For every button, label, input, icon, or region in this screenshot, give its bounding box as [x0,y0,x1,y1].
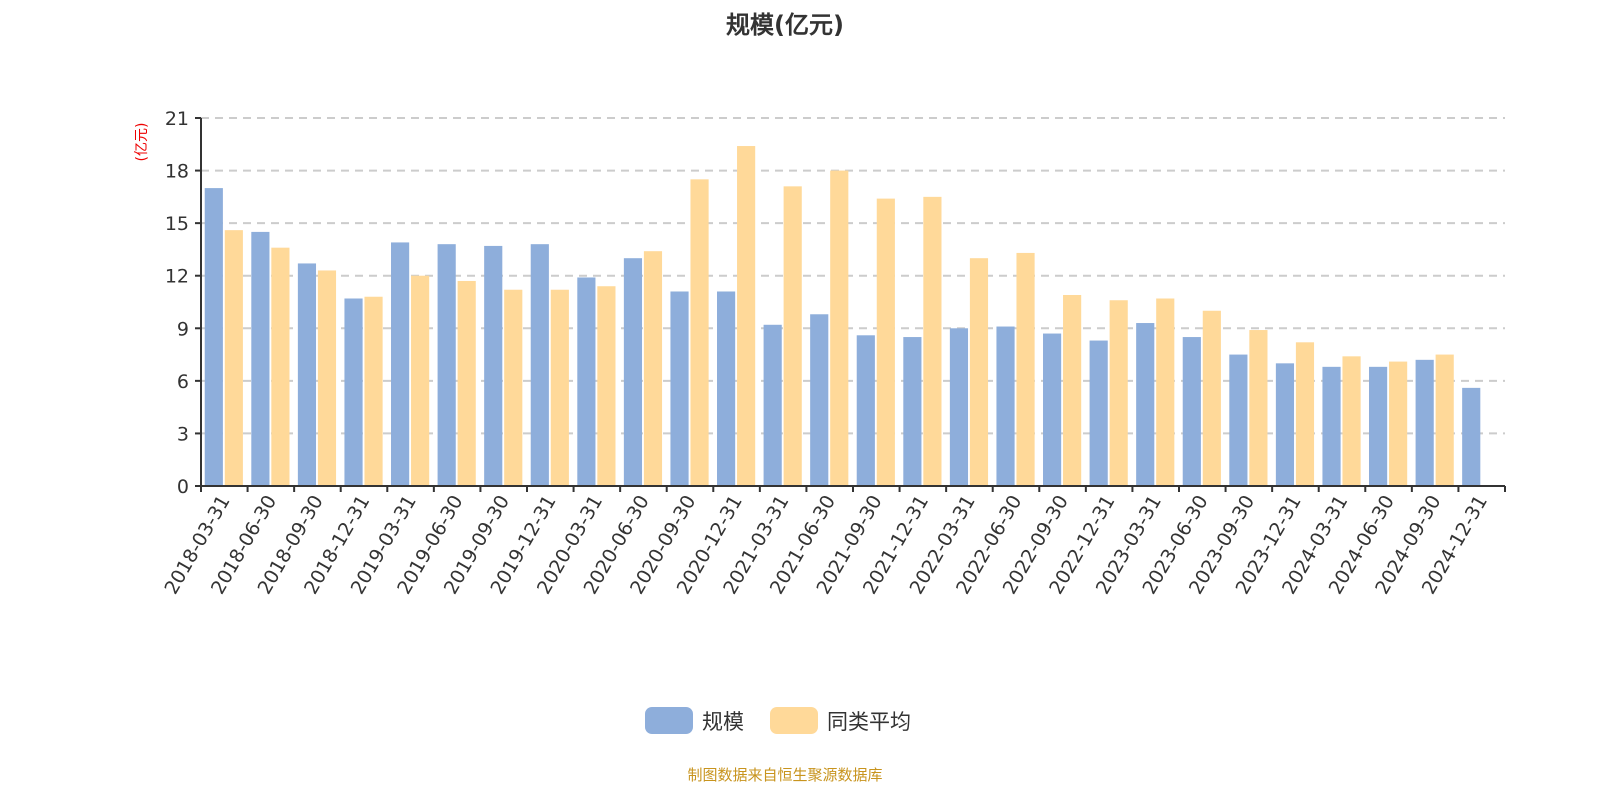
y-tick-label: 6 [177,371,189,393]
bar-peer-average[interactable] [830,170,849,487]
bar-scale[interactable] [204,188,223,486]
bar-scale[interactable] [530,244,549,486]
bar-scale[interactable] [717,291,736,486]
y-tick-label: 21 [165,108,189,130]
y-tick-label: 9 [177,318,189,340]
bar-peer-average[interactable] [224,230,243,486]
legend-swatch[interactable] [770,707,818,734]
bar-peer-average[interactable] [1249,330,1268,486]
bar-scale[interactable] [297,263,317,486]
bar-peer-average[interactable] [504,289,523,486]
bar-peer-average[interactable] [1202,310,1221,486]
bar-peer-average[interactable] [597,286,616,486]
bar-scale[interactable] [810,314,829,486]
y-tick-label: 0 [177,476,189,498]
bar-scale[interactable] [577,277,596,486]
legend-label[interactable]: 同类平均 [827,710,911,734]
bar-peer-average[interactable] [364,296,383,486]
bar-scale[interactable] [670,291,689,486]
bar-scale[interactable] [1136,323,1155,486]
bar-peer-average[interactable] [1063,294,1082,486]
bar-peer-average[interactable] [783,186,802,487]
bar-peer-average[interactable] [411,275,430,486]
bar-peer-average[interactable] [1156,298,1175,486]
bar-peer-average[interactable] [317,270,337,486]
bar-scale[interactable] [903,337,922,486]
bar-peer-average[interactable] [457,280,476,486]
y-axis-label: (亿元) [134,123,150,162]
bar-peer-average[interactable] [969,258,989,486]
bar-scale[interactable] [1089,340,1108,486]
bar-scale[interactable] [1043,333,1062,486]
bar-scale[interactable] [949,328,969,486]
bar-peer-average[interactable] [1016,252,1035,486]
bar-scale[interactable] [996,326,1015,486]
y-tick-label: 18 [165,161,189,183]
bar-scale[interactable] [484,245,503,486]
bar-peer-average[interactable] [550,289,569,486]
legend-swatch[interactable] [645,707,693,734]
bar-peer-average[interactable] [1389,361,1408,486]
source-note: 制图数据来自恒生聚源数据库 [687,766,882,784]
bar-scale[interactable] [1182,337,1201,486]
bar-peer-average[interactable] [1435,354,1454,486]
bar-scale[interactable] [1229,354,1248,486]
bar-peer-average[interactable] [1295,342,1315,486]
bar-peer-average[interactable] [876,198,895,486]
bar-peer-average[interactable] [643,251,663,486]
bar-peer-average[interactable] [737,146,756,487]
y-tick-label: 15 [165,213,189,235]
bar-scale[interactable] [623,258,643,486]
bar-scale[interactable] [251,231,270,486]
bar-scale[interactable] [1275,363,1295,486]
bar-scale[interactable] [763,324,782,486]
bar-scale[interactable] [391,242,410,486]
legend-label[interactable]: 规模 [702,710,744,734]
chart-title: 规模(亿元) [726,11,844,39]
bar-scale[interactable] [437,244,456,486]
y-tick-label: 12 [165,266,189,288]
y-tick-label: 3 [177,423,189,445]
bar-peer-average[interactable] [1109,300,1128,486]
bar-peer-average[interactable] [271,247,290,486]
bar-scale[interactable] [856,335,875,486]
bar-peer-average[interactable] [923,196,942,486]
bar-scale[interactable] [1415,359,1434,486]
bar-scale[interactable] [344,298,363,486]
bar-peer-average[interactable] [1342,356,1361,486]
bar-peer-average[interactable] [690,179,709,487]
bar-scale[interactable] [1369,366,1388,486]
bar-scale[interactable] [1322,366,1341,486]
bar-scale[interactable] [1462,387,1481,486]
